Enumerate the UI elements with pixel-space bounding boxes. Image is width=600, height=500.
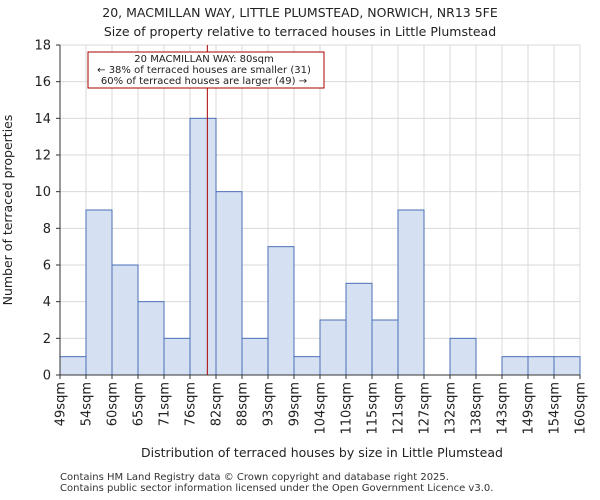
histogram-bar [371,319,399,376]
histogram-bar [267,246,295,376]
x-tick-label: 160sqm [574,382,589,435]
x-tick-label: 121sqm [392,382,407,435]
annotation-line-3: 60% of terraced houses are larger (49) → [101,76,307,87]
x-tick-label: 71sqm [158,382,173,426]
histogram-bar [163,337,191,376]
x-tick-label: 93sqm [262,382,277,426]
x-tick-label: 82sqm [210,382,225,426]
y-tick-label: 14 [34,112,51,127]
histogram-bar [553,356,581,376]
x-tick-label: 49sqm [54,382,69,426]
x-tick-labels: 49sqm 54sqm 60sqm 65sqm 71sqm 76sqm 82sqm 88sqm… [54,375,589,435]
histogram-bar [345,282,373,376]
x-tick-label: 88sqm [236,382,251,426]
x-tick-label: 99sqm [288,382,303,426]
histogram-bar [319,319,347,376]
y-axis-label: Number of terraced properties [0,115,15,306]
histogram-bar [59,356,87,376]
y-tick-label: 16 [34,75,51,90]
x-tick-label: 143sqm [496,382,511,435]
histogram-bar [137,301,165,376]
histogram-bar [241,337,269,376]
histogram-bar [111,264,139,376]
chart-title: 20, MACMILLAN WAY, LITTLE PLUMSTEAD, NOR… [102,5,498,20]
chart-subtitle: Size of property relative to terraced ho… [103,24,497,39]
x-tick-label: 54sqm [80,382,95,426]
footer-line-2: Contains public sector information licen… [60,483,494,494]
y-tick-label: 4 [43,295,51,310]
footer-line-1: Contains HM Land Registry data © Crown c… [60,472,449,483]
x-tick-label: 65sqm [132,382,147,426]
footer: Contains HM Land Registry data © Crown c… [60,472,493,494]
x-tick-label: 115sqm [366,382,381,435]
histogram-bar [85,209,113,376]
x-tick-label: 154sqm [548,382,563,435]
x-tick-label: 104sqm [314,382,329,435]
x-tick-label: 76sqm [184,382,199,426]
y-tick-label: 10 [34,185,51,200]
histogram-bar [293,356,321,376]
annotation-box [87,51,325,89]
histogram-bar [449,337,477,376]
x-tick-label: 127sqm [418,382,433,435]
y-tick-label: 8 [43,222,51,237]
x-tick-label: 60sqm [106,382,121,426]
y-tick-label: 2 [43,332,51,347]
histogram-bar [189,117,217,376]
histogram-bar [501,356,529,376]
y-tick-label: 12 [34,149,51,164]
annotation: 20 MACMILLAN WAY: 80sqm ← 38% of terrace… [87,51,325,89]
x-tick-label: 110sqm [340,382,355,435]
y-tick-label: 18 [34,39,51,54]
y-tick-label: 0 [43,369,51,384]
x-tick-label: 149sqm [522,382,537,435]
histogram-bar [527,356,555,376]
bars [59,117,581,376]
y-tick-labels: 0 2 4 6 8 10 12 14 16 18 [34,39,60,384]
x-tick-label: 132sqm [444,382,459,435]
chart-title-block: 20, MACMILLAN WAY, LITTLE PLUMSTEAD, NOR… [0,3,600,41]
annotation-line-1: 20 MACMILLAN WAY: 80sqm [134,54,273,65]
histogram-bar [215,191,243,376]
histogram-bar [397,209,425,376]
x-axis-label: Distribution of terraced houses by size … [141,445,503,460]
y-tick-label: 6 [43,259,51,274]
annotation-line-2: ← 38% of terraced houses are smaller (31… [97,65,311,76]
x-tick-label: 138sqm [470,382,485,435]
